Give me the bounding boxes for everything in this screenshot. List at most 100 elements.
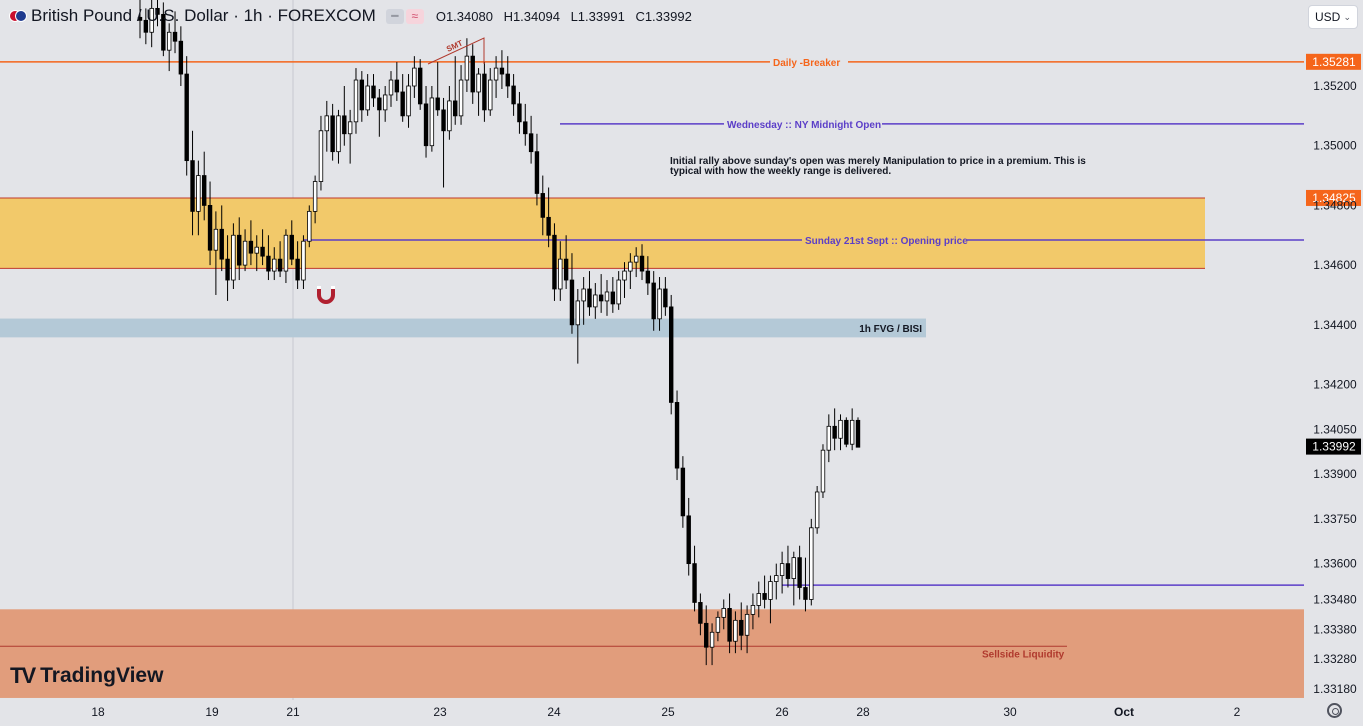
candle-body[interactable] (744, 613, 750, 636)
candle-body[interactable] (318, 130, 324, 182)
candle-body[interactable] (248, 240, 254, 254)
candle-body[interactable] (721, 608, 726, 618)
candle-body[interactable] (715, 616, 721, 633)
zone-1[interactable] (0, 318, 926, 338)
candle-body[interactable] (231, 234, 236, 281)
candle-body[interactable] (844, 419, 849, 445)
candle-body[interactable] (301, 240, 306, 281)
candle-body[interactable] (832, 425, 837, 439)
candle-body[interactable] (540, 193, 545, 218)
candle-body[interactable] (779, 563, 785, 576)
candle-body[interactable] (610, 291, 616, 305)
candle-body[interactable] (371, 85, 376, 99)
candle-body[interactable] (242, 240, 248, 266)
candle-body[interactable] (202, 175, 207, 206)
candle-body[interactable] (774, 575, 779, 582)
candle-body[interactable] (709, 631, 715, 648)
candle-body[interactable] (464, 55, 470, 81)
candle-body[interactable] (704, 622, 709, 648)
candle-body[interactable] (394, 79, 400, 93)
candle-body[interactable] (785, 563, 791, 579)
candle-body[interactable] (312, 181, 318, 212)
candle-body[interactable] (657, 288, 662, 320)
candle-body[interactable] (266, 255, 271, 272)
candle-body[interactable] (283, 234, 289, 272)
candle-body[interactable] (849, 419, 855, 445)
currency-select[interactable]: USD ⌄ (1308, 5, 1358, 29)
candle-body[interactable] (166, 31, 172, 51)
candle-body[interactable] (552, 234, 557, 290)
candle-body[interactable] (651, 282, 656, 320)
candle-body[interactable] (336, 115, 341, 153)
wave-badge-icon[interactable]: ≈ (405, 8, 424, 24)
candle-body[interactable] (184, 73, 189, 162)
symbol-title[interactable]: British Pound / U.S. Dollar · 1h · FOREX… (31, 6, 376, 25)
candle-body[interactable] (458, 79, 464, 117)
candle-body[interactable] (219, 228, 224, 260)
candle-body[interactable] (190, 160, 195, 212)
candle-body[interactable] (587, 288, 592, 308)
candle-body[interactable] (347, 121, 353, 135)
candle-body[interactable] (330, 115, 335, 153)
candle-body[interactable] (272, 258, 277, 272)
candle-body[interactable] (213, 228, 219, 251)
candle-body[interactable] (476, 73, 481, 93)
candle-body[interactable] (523, 121, 528, 135)
candle-body[interactable] (406, 85, 411, 117)
candle-body[interactable] (412, 67, 417, 87)
candle-body[interactable] (756, 593, 761, 606)
candle-body[interactable] (558, 258, 563, 290)
candle-body[interactable] (581, 288, 586, 302)
candle-body[interactable] (178, 40, 184, 75)
candle-body[interactable] (686, 515, 691, 565)
candle-body[interactable] (616, 279, 621, 305)
candle-body[interactable] (377, 97, 382, 111)
candle-body[interactable] (739, 619, 744, 636)
candle-body[interactable] (493, 67, 499, 81)
gear-icon[interactable] (1327, 703, 1342, 718)
candle-body[interactable] (254, 246, 259, 254)
candle-body[interactable] (161, 13, 166, 51)
candle-body[interactable] (447, 100, 452, 132)
candle-body[interactable] (289, 234, 294, 260)
candle-body[interactable] (155, 7, 160, 15)
candle-body[interactable] (663, 288, 668, 308)
candle-body[interactable] (628, 261, 633, 272)
candle-body[interactable] (435, 97, 440, 111)
candle-body[interactable] (809, 527, 814, 600)
candle-body[interactable] (814, 491, 820, 529)
candle-body[interactable] (820, 449, 826, 493)
candle-body[interactable] (353, 79, 359, 123)
candle-body[interactable] (196, 175, 201, 212)
candle-body[interactable] (569, 279, 575, 326)
candle-body[interactable] (546, 216, 551, 236)
candle-body[interactable] (698, 602, 703, 624)
candle-body[interactable] (482, 73, 487, 111)
candle-body[interactable] (803, 587, 808, 600)
candle-body[interactable] (388, 79, 394, 96)
candle-body[interactable] (429, 97, 435, 147)
zone-0[interactable] (0, 197, 1205, 269)
candle-body[interactable] (604, 291, 610, 302)
candle-body[interactable] (277, 258, 283, 272)
candle-body[interactable] (137, 16, 143, 21)
candle-body[interactable] (470, 55, 475, 93)
candle-body[interactable] (417, 67, 423, 105)
candle-body[interactable] (733, 619, 738, 642)
candle-body[interactable] (511, 85, 516, 105)
candle-body[interactable] (423, 103, 429, 147)
candle-body[interactable] (365, 85, 370, 111)
candle-body[interactable] (826, 425, 832, 451)
candle-body[interactable] (172, 31, 178, 42)
candle-body[interactable] (207, 205, 213, 251)
candle-body[interactable] (622, 270, 627, 281)
candle-body[interactable] (528, 133, 534, 153)
candle-body[interactable] (225, 258, 230, 281)
candle-body[interactable] (639, 255, 645, 272)
candle-body[interactable] (143, 19, 149, 33)
candle-body[interactable] (382, 94, 388, 111)
candle-body[interactable] (499, 67, 505, 75)
candle-body[interactable] (517, 103, 522, 123)
candle-body[interactable] (598, 294, 604, 302)
candle-body[interactable] (441, 109, 446, 132)
